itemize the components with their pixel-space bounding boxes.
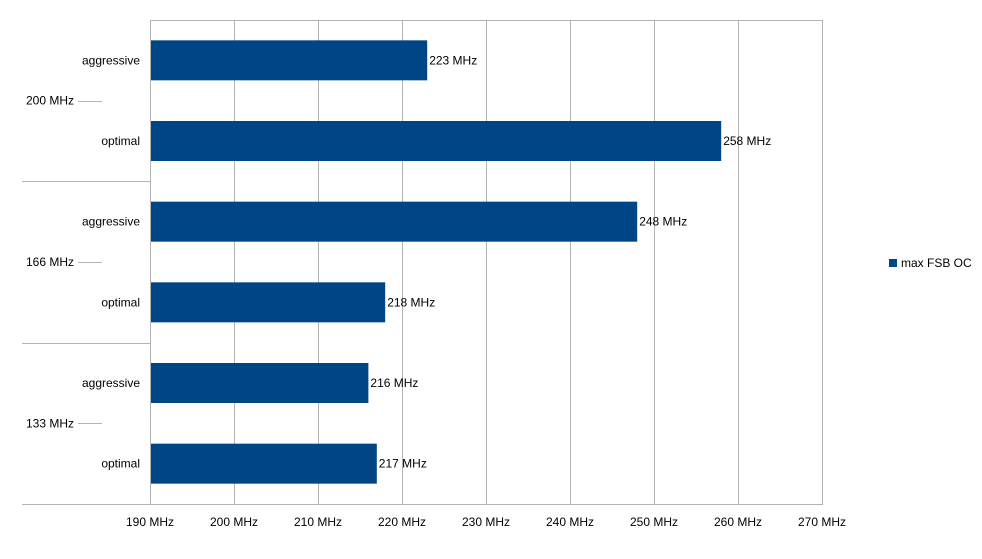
x-tick-label: 190 MHz	[126, 515, 174, 529]
category-label: optimal	[101, 295, 140, 309]
x-tick-label: 210 MHz	[294, 515, 342, 529]
category-label: optimal	[101, 134, 140, 148]
x-tick-label: 230 MHz	[462, 515, 510, 529]
legend-label: max FSB OC	[901, 256, 972, 270]
group-label: 133 MHz	[26, 416, 74, 430]
group-label: 166 MHz	[26, 255, 74, 269]
x-tick-label: 260 MHz	[714, 515, 762, 529]
data-label: 216 MHz	[370, 376, 418, 390]
bar	[151, 363, 369, 403]
category-label: aggressive	[82, 376, 140, 390]
x-tick-label: 240 MHz	[546, 515, 594, 529]
group-label: 200 MHz	[26, 94, 74, 108]
x-tick-label: 270 MHz	[798, 515, 846, 529]
category-label: aggressive	[82, 53, 140, 67]
category-label: optimal	[101, 457, 140, 471]
bar	[151, 201, 638, 242]
bar	[151, 282, 386, 323]
bar	[151, 121, 722, 161]
bar	[151, 443, 377, 484]
category-label: aggressive	[82, 215, 140, 229]
data-label: 218 MHz	[387, 295, 435, 309]
x-tick-label: 200 MHz	[210, 515, 258, 529]
data-label: 258 MHz	[723, 134, 771, 148]
data-label: 248 MHz	[639, 215, 687, 229]
data-label: 223 MHz	[429, 53, 477, 67]
x-tick-label: 220 MHz	[378, 515, 426, 529]
x-tick-label: 250 MHz	[630, 515, 678, 529]
legend: max FSB OC	[889, 255, 972, 271]
legend-swatch	[889, 259, 897, 267]
data-label: 217 MHz	[379, 457, 427, 471]
bar	[151, 40, 428, 81]
